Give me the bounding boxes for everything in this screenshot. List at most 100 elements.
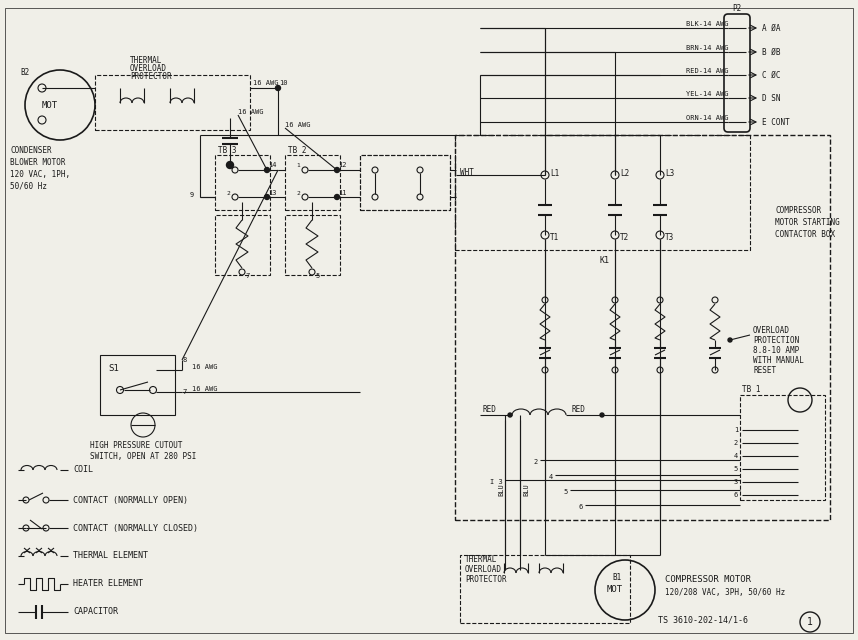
Text: RED: RED — [572, 406, 586, 415]
Text: 2: 2 — [734, 440, 738, 446]
Text: RESET: RESET — [753, 365, 776, 374]
Text: 7: 7 — [245, 273, 250, 279]
Text: 11: 11 — [338, 190, 347, 196]
Bar — [95, 75, 250, 130]
Bar — [100, 355, 175, 415]
Text: B2: B2 — [20, 67, 29, 77]
Text: 9: 9 — [190, 192, 194, 198]
Text: D SN: D SN — [762, 93, 781, 102]
Text: COMPRESSOR: COMPRESSOR — [775, 205, 821, 214]
Circle shape — [227, 161, 233, 168]
Text: P2: P2 — [733, 4, 741, 13]
Bar — [360, 155, 450, 210]
Text: 4: 4 — [549, 474, 553, 480]
Text: 2: 2 — [227, 191, 230, 195]
Text: COMPRESSOR MOTOR: COMPRESSOR MOTOR — [665, 575, 751, 584]
Text: 16 AWG: 16 AWG — [238, 109, 263, 115]
Text: L3: L3 — [665, 168, 674, 177]
Text: B1: B1 — [612, 573, 621, 582]
Text: CONDENSER: CONDENSER — [10, 145, 51, 154]
Text: HIGH PRESSURE CUTOUT: HIGH PRESSURE CUTOUT — [90, 440, 183, 449]
Text: 120 VAC, 1PH,: 120 VAC, 1PH, — [10, 170, 70, 179]
Text: 13: 13 — [268, 190, 276, 196]
Text: CONTACTOR BOX: CONTACTOR BOX — [775, 230, 835, 239]
Text: MOT: MOT — [607, 586, 623, 595]
Text: WITH MANUAL: WITH MANUAL — [753, 355, 804, 365]
Text: 6: 6 — [579, 504, 583, 510]
Text: TB 3: TB 3 — [218, 145, 237, 154]
Circle shape — [264, 168, 269, 173]
Circle shape — [275, 86, 281, 90]
Bar — [360, 155, 450, 210]
Text: WHT: WHT — [460, 168, 474, 177]
Text: THERMAL: THERMAL — [130, 56, 162, 65]
Text: RED: RED — [482, 406, 496, 415]
Text: BLU: BLU — [498, 484, 504, 497]
Text: 1: 1 — [734, 427, 738, 433]
Text: ORN-14 AWG: ORN-14 AWG — [686, 115, 728, 121]
Bar — [215, 155, 270, 210]
Text: T2: T2 — [620, 232, 629, 241]
Text: OVERLOAD: OVERLOAD — [130, 63, 167, 72]
Text: 1: 1 — [296, 163, 300, 168]
Text: 7: 7 — [182, 389, 186, 395]
Text: 1: 1 — [227, 163, 230, 168]
Bar — [285, 215, 340, 275]
Text: OVERLOAD: OVERLOAD — [753, 326, 790, 335]
Circle shape — [264, 195, 269, 200]
Text: TS 3610-202-14/1-6: TS 3610-202-14/1-6 — [658, 616, 748, 625]
Text: BLU: BLU — [523, 484, 529, 497]
Text: S1: S1 — [108, 364, 118, 372]
Text: 120/208 VAC, 3PH, 50/60 Hz: 120/208 VAC, 3PH, 50/60 Hz — [665, 588, 785, 596]
Text: 14: 14 — [268, 162, 276, 168]
Bar — [285, 155, 340, 210]
Text: L1: L1 — [550, 168, 559, 177]
Text: B ØB: B ØB — [762, 47, 781, 56]
Text: MOTOR STARTING: MOTOR STARTING — [775, 218, 840, 227]
Text: T1: T1 — [550, 232, 559, 241]
Text: PROTECTION: PROTECTION — [753, 335, 800, 344]
Circle shape — [335, 168, 340, 173]
Text: YEL-14 AWG: YEL-14 AWG — [686, 91, 728, 97]
Text: I 3: I 3 — [490, 479, 503, 485]
Text: 8.8-10 AMP: 8.8-10 AMP — [753, 346, 800, 355]
Bar — [455, 135, 830, 520]
Text: SWITCH, OPEN AT 280 PSI: SWITCH, OPEN AT 280 PSI — [90, 452, 196, 461]
Text: 5: 5 — [734, 466, 738, 472]
Text: OVERLOAD: OVERLOAD — [465, 566, 502, 575]
Text: THERMAL ELEMENT: THERMAL ELEMENT — [73, 552, 148, 561]
Text: 1: 1 — [807, 617, 813, 627]
Text: 4: 4 — [734, 453, 738, 459]
Text: 6: 6 — [734, 492, 738, 498]
Text: E CONT: E CONT — [762, 118, 789, 127]
Text: CONTACT (NORMALLY CLOSED): CONTACT (NORMALLY CLOSED) — [73, 524, 198, 532]
Text: TB 2: TB 2 — [288, 145, 306, 154]
Text: PROTECTOR: PROTECTOR — [465, 575, 506, 584]
Text: 5: 5 — [315, 273, 319, 279]
Circle shape — [508, 413, 512, 417]
Bar — [460, 555, 630, 623]
Text: CAPACITOR: CAPACITOR — [73, 607, 118, 616]
Text: 16 AWG: 16 AWG — [192, 364, 217, 370]
Text: 2: 2 — [534, 459, 538, 465]
Text: 3: 3 — [734, 479, 738, 485]
Bar — [740, 395, 825, 500]
Text: CONTACT (NORMALLY OPEN): CONTACT (NORMALLY OPEN) — [73, 495, 188, 504]
Circle shape — [728, 338, 732, 342]
Bar — [215, 215, 270, 275]
Text: C ØC: C ØC — [762, 70, 781, 79]
Text: BLOWER MOTOR: BLOWER MOTOR — [10, 157, 65, 166]
Circle shape — [335, 195, 340, 200]
Text: PROTECTOR: PROTECTOR — [130, 72, 172, 81]
Circle shape — [600, 413, 604, 417]
Text: A ØA: A ØA — [762, 24, 781, 33]
Text: MOT: MOT — [42, 100, 58, 109]
Text: 2: 2 — [296, 191, 300, 195]
Text: 5: 5 — [564, 489, 568, 495]
Text: T3: T3 — [665, 232, 674, 241]
Bar — [455, 135, 750, 250]
Text: 10: 10 — [279, 80, 287, 86]
Text: K1: K1 — [600, 255, 610, 264]
Text: COIL: COIL — [73, 465, 93, 474]
Text: L2: L2 — [620, 168, 629, 177]
